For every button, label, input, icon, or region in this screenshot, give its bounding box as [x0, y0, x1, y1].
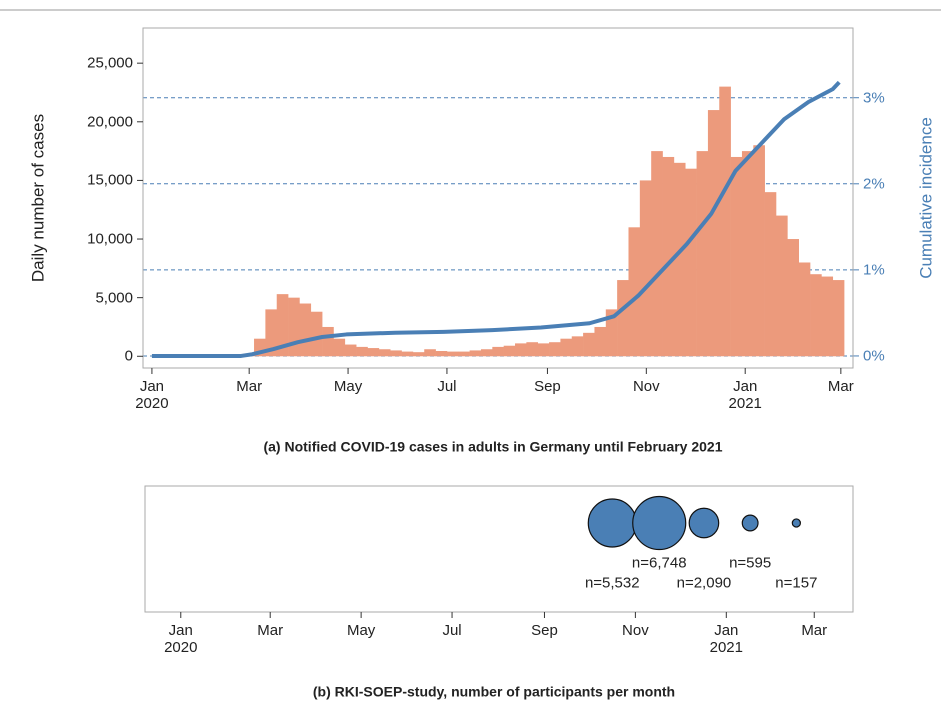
bar — [344, 344, 357, 357]
bar — [821, 276, 834, 357]
bar — [492, 346, 504, 357]
bar — [299, 303, 312, 357]
y2-tick-label: 0% — [863, 347, 885, 365]
y-tick-label: 20,000 — [87, 113, 133, 131]
y2-axis-label: Cumulative incidence — [916, 117, 936, 279]
bubble-label: n=6,748 — [631, 554, 687, 572]
y-tick-label: 15,000 — [87, 171, 133, 189]
bubble — [632, 495, 687, 551]
plot-frame — [144, 485, 854, 613]
bar — [367, 348, 380, 357]
y2-tick-label: 2% — [863, 175, 885, 193]
x-tick-label: May — [346, 622, 376, 639]
bar — [605, 309, 618, 357]
y-tick-label: 10,000 — [87, 230, 133, 248]
x-tick-label: Jan 2021 — [709, 622, 743, 656]
bar — [673, 162, 686, 357]
bar — [435, 351, 448, 357]
bubble-label: n=595 — [729, 554, 772, 572]
x-tick-label: May — [333, 378, 363, 395]
bar — [276, 294, 289, 357]
bar — [583, 332, 595, 357]
bar — [288, 297, 300, 357]
bar — [787, 239, 799, 357]
bar — [753, 145, 765, 357]
bubble-label: n=5,532 — [584, 574, 640, 592]
x-tick-label: Jan 2021 — [728, 378, 762, 412]
x-tick-label: Nov — [632, 378, 660, 395]
bar — [764, 192, 777, 357]
bar — [571, 336, 584, 357]
x-tick-label: Nov — [622, 622, 649, 639]
bar — [526, 342, 539, 357]
bubble-label: n=157 — [775, 574, 818, 592]
x-tick-label: Mar — [801, 622, 828, 639]
cumulative-line — [151, 80, 841, 358]
bubble — [587, 498, 637, 548]
bar — [798, 262, 811, 357]
bar — [469, 350, 482, 357]
x-tick-label: Mar — [236, 378, 263, 395]
y-axis-label: Daily number of cases — [28, 113, 48, 283]
bar — [651, 151, 663, 357]
bar — [310, 311, 323, 357]
bar — [832, 280, 845, 357]
bar — [480, 349, 493, 357]
bubble — [688, 507, 720, 539]
bar — [560, 338, 573, 357]
x-tick-label: Jul — [437, 378, 457, 395]
bar — [594, 326, 607, 357]
bar — [412, 352, 425, 357]
bar — [503, 345, 516, 357]
bar — [515, 343, 527, 357]
bar — [537, 343, 550, 357]
bar — [356, 346, 368, 357]
bar — [424, 349, 436, 357]
bar — [810, 274, 822, 357]
x-tick-label: Sep — [531, 622, 558, 639]
bar — [719, 86, 731, 357]
bar — [254, 338, 266, 357]
x-tick-label: Mar — [827, 378, 854, 395]
y-tick-label: 5,000 — [95, 289, 133, 307]
bar — [378, 349, 391, 357]
x-tick-label: Jan 2020 — [135, 378, 169, 412]
bar — [741, 151, 754, 357]
x-tick-label: Jan 2020 — [164, 622, 198, 656]
plot-frame — [142, 27, 854, 369]
chart-caption: (b) RKI-SOEP-study, number of participan… — [312, 683, 676, 700]
y-tick-label: 0 — [124, 347, 133, 365]
bar — [390, 350, 402, 357]
x-tick-label: Mar — [257, 622, 284, 639]
bar — [549, 342, 561, 357]
bar — [707, 110, 720, 357]
chart-caption: (a) Notified COVID-19 cases in adults in… — [263, 438, 723, 455]
bar — [458, 351, 470, 357]
bubble — [741, 514, 759, 532]
bar — [776, 215, 788, 357]
bar — [617, 280, 629, 357]
y-tick-label: 25,000 — [87, 54, 133, 72]
y2-tick-label: 1% — [863, 261, 885, 279]
bar — [333, 338, 346, 357]
x-tick-label: Jul — [442, 622, 462, 639]
y2-tick-label: 3% — [863, 89, 885, 107]
bar — [322, 326, 334, 357]
bar — [401, 351, 414, 357]
bar — [628, 227, 641, 357]
bar — [696, 151, 709, 357]
x-tick-label: Sep — [534, 378, 561, 395]
bar — [730, 156, 743, 357]
bubble-label: n=2,090 — [676, 574, 732, 592]
bar — [685, 168, 697, 357]
bar — [662, 156, 675, 357]
bubble — [791, 518, 802, 528]
bar — [639, 180, 652, 357]
bar — [265, 309, 278, 357]
bar — [446, 351, 459, 357]
